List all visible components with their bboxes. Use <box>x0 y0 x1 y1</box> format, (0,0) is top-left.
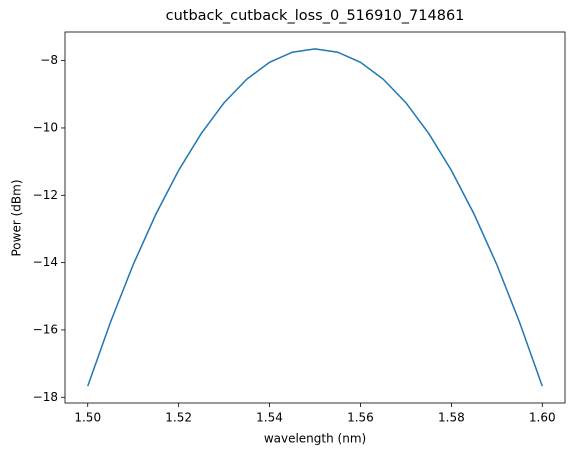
x-tick-label: 1.52 <box>165 411 192 425</box>
x-tick-label: 1.54 <box>256 411 283 425</box>
x-tick-label: 1.60 <box>529 411 556 425</box>
y-tick-label: −8 <box>40 53 58 67</box>
x-tick-label: 1.50 <box>74 411 101 425</box>
chart-title: cutback_cutback_loss_0_516910_714861 <box>166 8 465 24</box>
x-tick-label: 1.56 <box>347 411 374 425</box>
y-tick-label: −10 <box>33 120 58 134</box>
y-axis-label: Power (dBm) <box>10 180 24 257</box>
y-tick-label: −16 <box>33 322 58 336</box>
y-tick-label: −12 <box>33 188 58 202</box>
y-tick-label: −14 <box>33 255 58 269</box>
plot-frame <box>64 31 566 404</box>
line-series <box>87 48 543 387</box>
x-axis-label: wavelength (nm) <box>264 432 366 446</box>
x-tick-label: 1.58 <box>438 411 465 425</box>
y-tick-label: −18 <box>33 390 58 404</box>
